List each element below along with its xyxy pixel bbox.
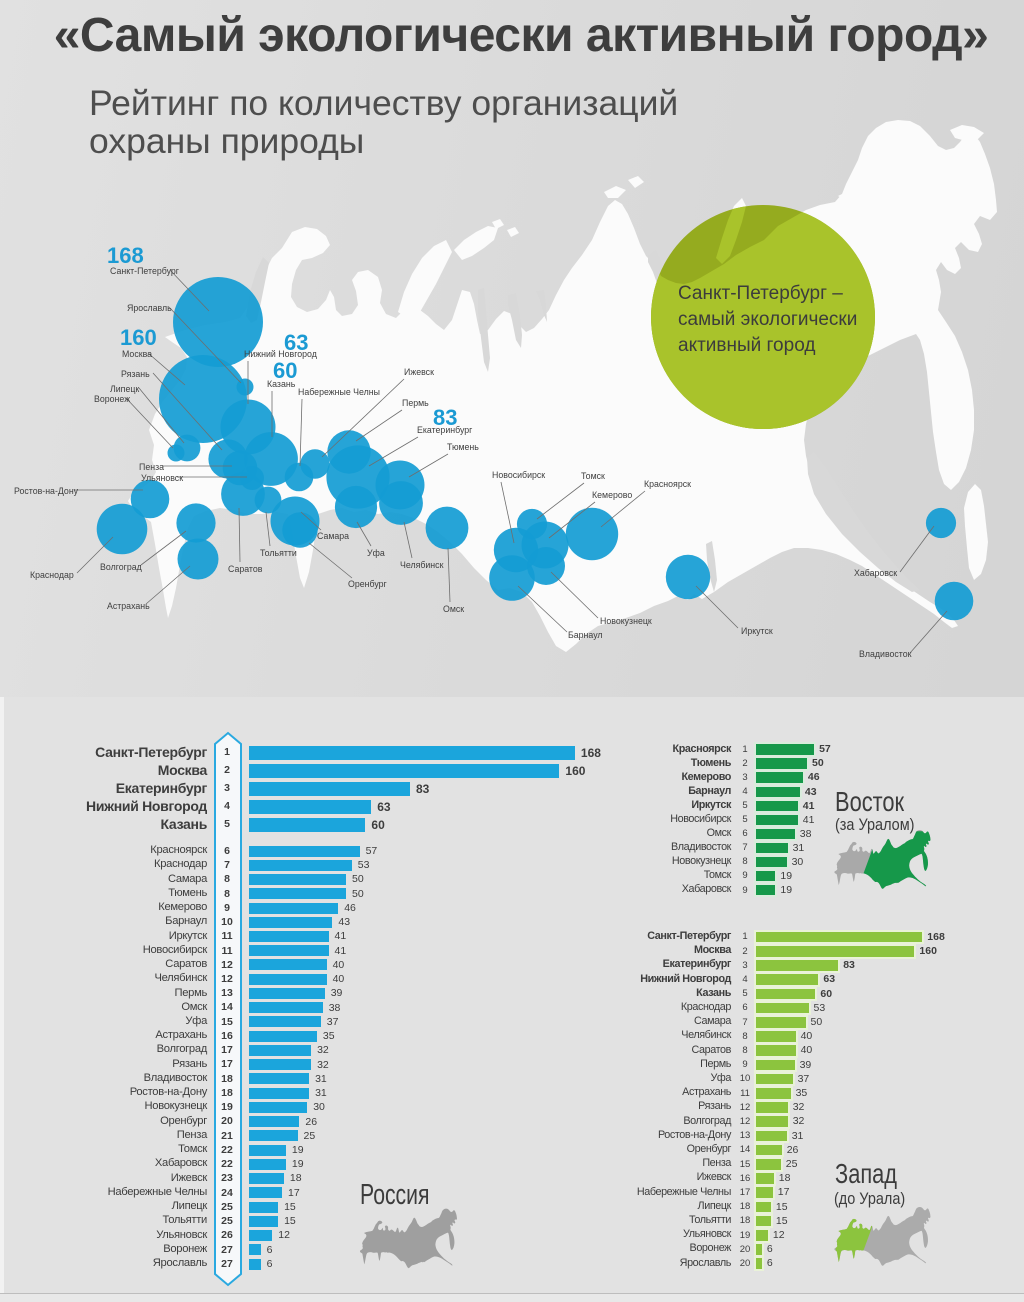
svg-text:Красноярск: Красноярск	[644, 479, 691, 489]
svg-text:Астрахань: Астрахань	[107, 601, 150, 611]
svg-text:Ростов-на-Дону: Ростов-на-Дону	[14, 486, 79, 496]
svg-text:Кемерово: Кемерово	[592, 490, 632, 500]
svg-text:Самара: Самара	[317, 531, 349, 541]
svg-text:Пенза: Пенза	[139, 462, 164, 472]
svg-text:Оренбург: Оренбург	[348, 579, 387, 589]
svg-text:Санкт-Петербург: Санкт-Петербург	[110, 266, 179, 276]
svg-text:Иркутск: Иркутск	[741, 626, 773, 636]
svg-text:Ульяновск: Ульяновск	[141, 473, 183, 483]
svg-text:активный город: активный город	[678, 335, 815, 356]
svg-text:Краснодар: Краснодар	[30, 570, 74, 580]
svg-text:Нижний Новгород: Нижний Новгород	[244, 349, 317, 359]
svg-text:Новокузнецк: Новокузнецк	[600, 616, 652, 626]
svg-text:Уфа: Уфа	[367, 548, 385, 558]
svg-text:160: 160	[120, 325, 157, 350]
svg-text:Владивосток: Владивосток	[859, 649, 912, 659]
svg-text:Волгоград: Волгоград	[100, 562, 142, 572]
svg-text:Челябинск: Челябинск	[400, 560, 444, 570]
svg-text:Пермь: Пермь	[402, 398, 429, 408]
svg-text:Тюмень: Тюмень	[447, 442, 479, 452]
svg-text:Хабаровск: Хабаровск	[854, 568, 897, 578]
svg-text:Саратов: Саратов	[228, 564, 263, 574]
svg-text:Екатеринбург: Екатеринбург	[417, 425, 472, 435]
svg-text:Томск: Томск	[581, 471, 605, 481]
svg-text:Барнаул: Барнаул	[568, 630, 603, 640]
svg-text:Рязань: Рязань	[121, 369, 150, 379]
svg-text:60: 60	[273, 358, 297, 383]
svg-text:Тольятти: Тольятти	[260, 548, 297, 558]
svg-text:Казань: Казань	[267, 379, 296, 389]
svg-text:Ижевск: Ижевск	[404, 367, 434, 377]
svg-text:Набережные Челны: Набережные Челны	[298, 387, 380, 397]
svg-text:Санкт-Петербург –: Санкт-Петербург –	[678, 283, 843, 304]
svg-text:самый экологически: самый экологически	[678, 309, 857, 330]
svg-text:Омск: Омск	[443, 604, 464, 614]
svg-text:63: 63	[284, 330, 308, 355]
svg-text:168: 168	[107, 243, 144, 268]
svg-text:Новосибирск: Новосибирск	[492, 470, 545, 480]
svg-text:Воронеж: Воронеж	[94, 394, 130, 404]
svg-text:Липецк: Липецк	[110, 384, 139, 394]
svg-text:83: 83	[433, 405, 457, 430]
svg-text:Москва: Москва	[122, 349, 152, 359]
svg-text:Ярославль: Ярославль	[127, 303, 172, 313]
